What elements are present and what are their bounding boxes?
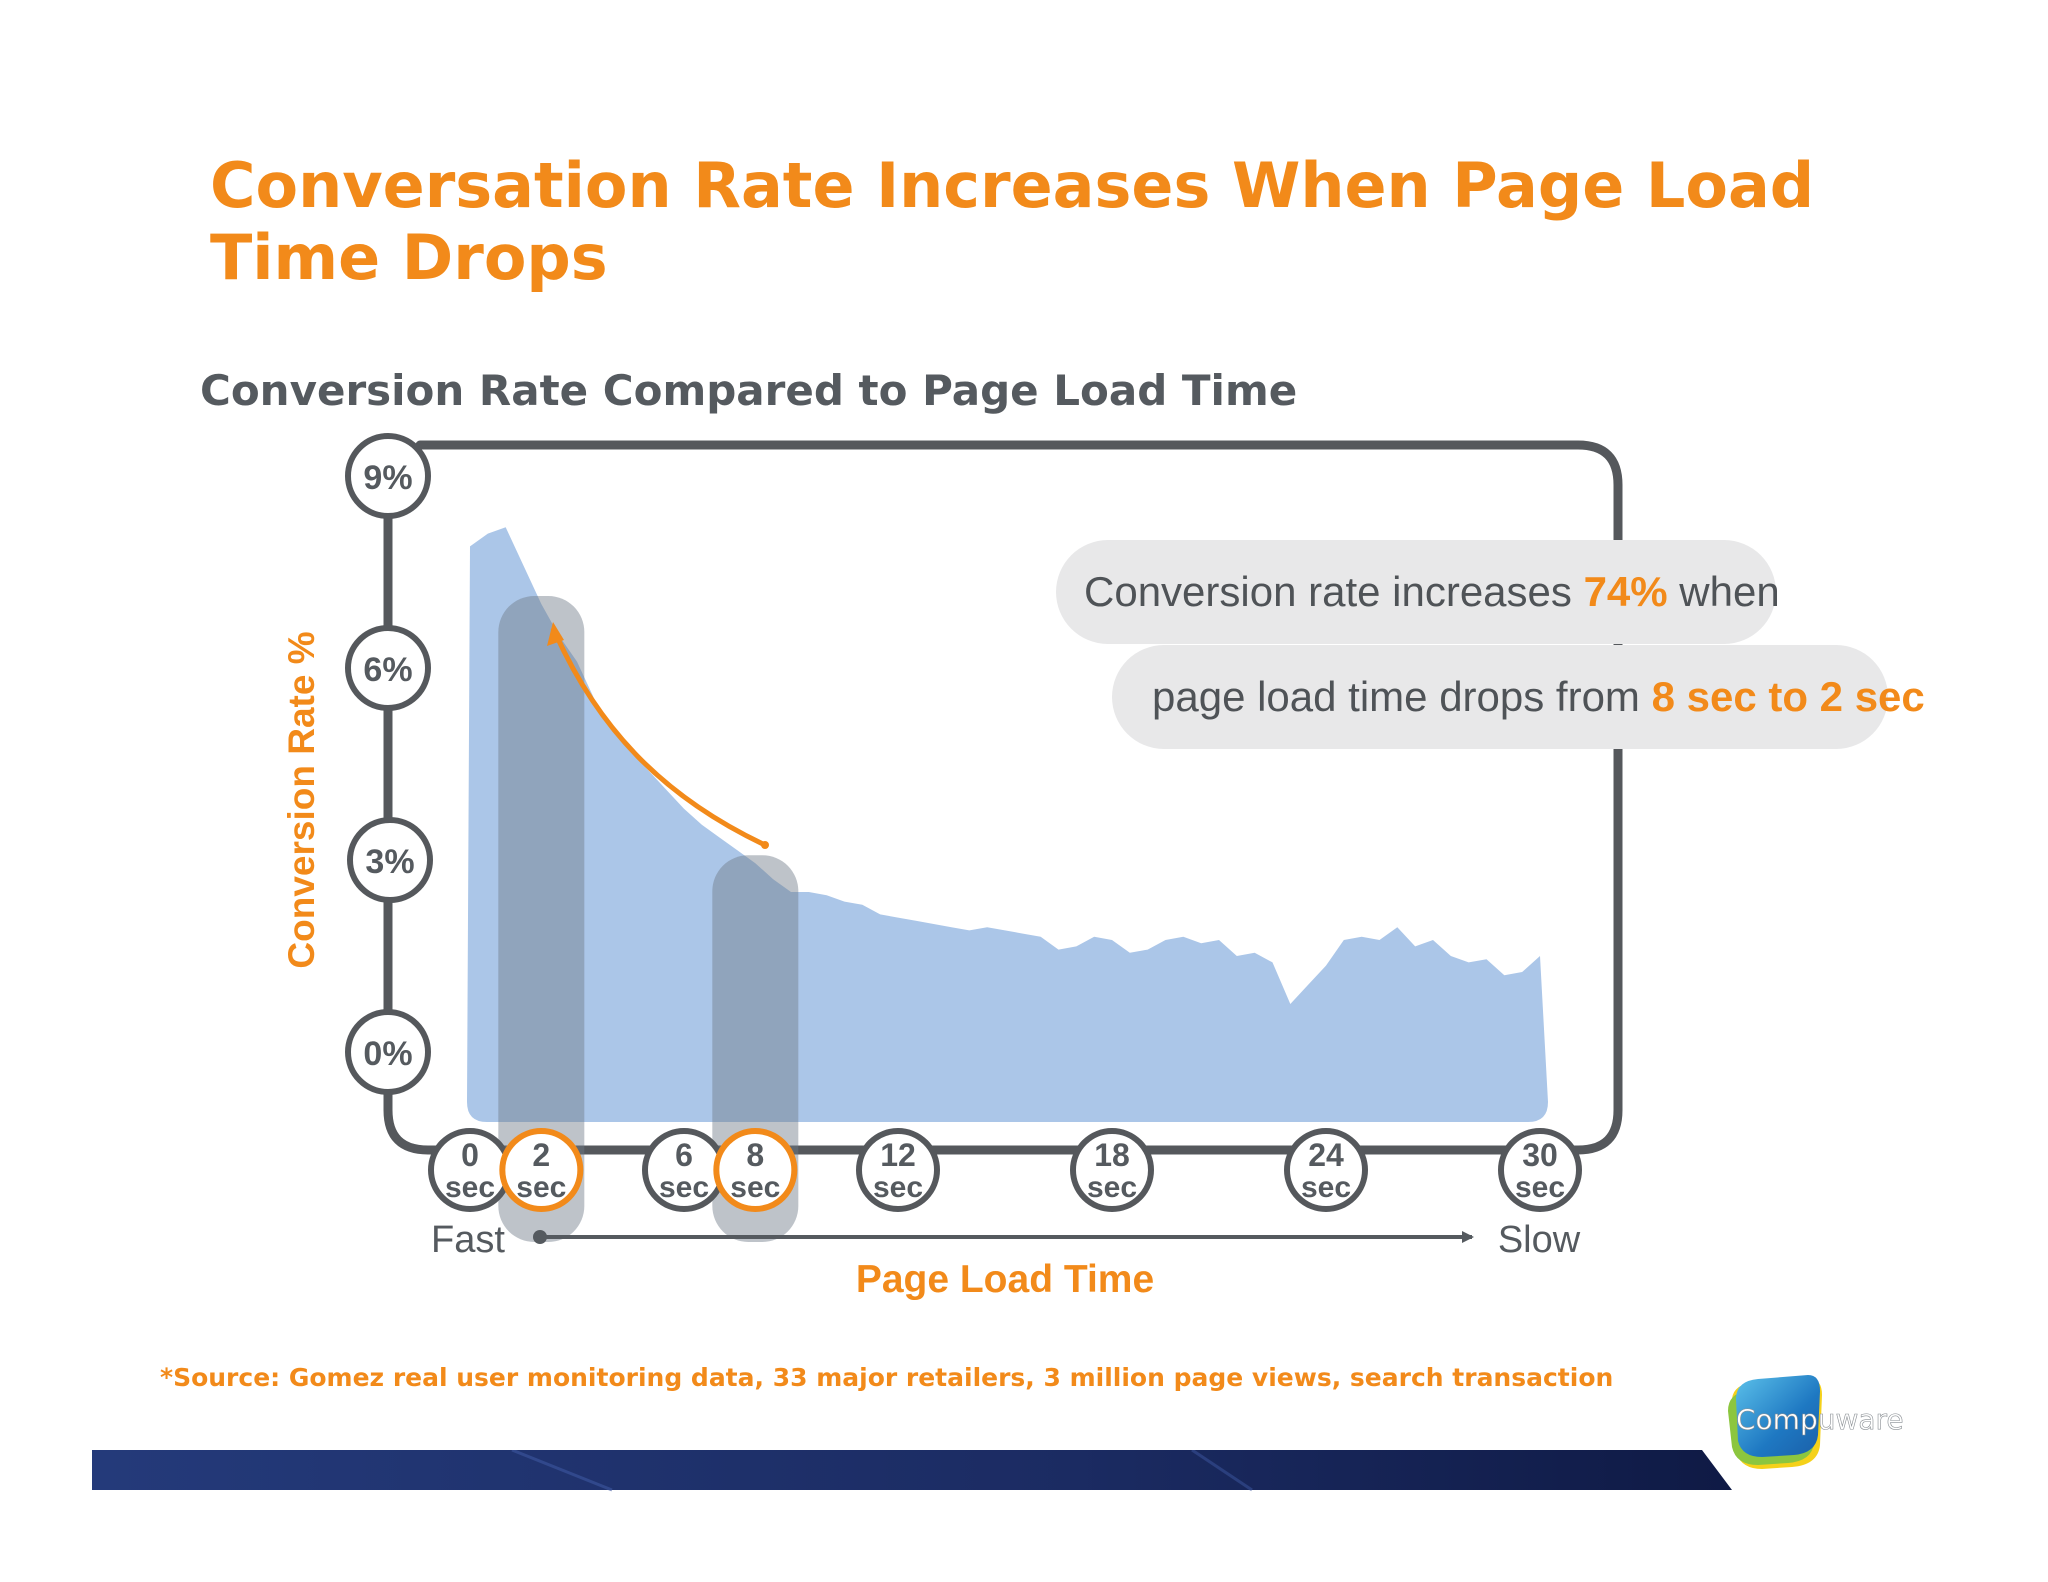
- callout-percent: 74%: [1583, 568, 1668, 615]
- chart-title: Conversion Rate Compared to Page Load Ti…: [200, 366, 1298, 415]
- slide-title: Conversation Rate Increases When Page Lo…: [210, 149, 1815, 294]
- y-tick-circle: [347, 817, 433, 903]
- x-tick-number: 24: [1308, 1137, 1344, 1173]
- callout-line2-pre: page load time drops from: [1152, 673, 1652, 720]
- x-tick-unit: sec: [1087, 1171, 1137, 1204]
- x-tick-number: 0: [461, 1137, 479, 1173]
- callout-line1-pre: Conversion rate increases: [1084, 568, 1584, 615]
- callout-line-2: page load time drops from 8 sec to 2 sec: [1112, 645, 1925, 749]
- footer-band: [92, 1450, 1732, 1492]
- x-axis-label: Page Load Time: [856, 1258, 1154, 1301]
- x-tick-circle: [1498, 1128, 1582, 1212]
- x-tick-number: 30: [1522, 1137, 1558, 1173]
- y-axis-label: Conversion Rate %: [281, 631, 322, 968]
- x-tick-number: 2: [532, 1137, 550, 1173]
- y-tick-label: 3%: [365, 843, 414, 881]
- chart: 0%3%6%9% 0sec2sec6sec8sec12sec18sec24sec…: [281, 433, 1623, 1301]
- x-tick-circle: [713, 1128, 798, 1212]
- logo-text: Compuware: [1736, 1403, 1904, 1436]
- x-tick-unit: sec: [516, 1171, 566, 1204]
- improvement-arrow: [550, 626, 767, 848]
- x-tick-circle: [856, 1128, 940, 1212]
- x-tick-unit: sec: [730, 1171, 780, 1204]
- y-tick-label: 0%: [363, 1035, 412, 1073]
- compuware-logo: Compuware: [1728, 1375, 1904, 1469]
- x-tick-unit: sec: [659, 1171, 709, 1204]
- fast-dot: [533, 1230, 547, 1244]
- x-end-label: Slow: [1498, 1219, 1581, 1261]
- improvement-arrow-head: [547, 622, 564, 646]
- x-tick-unit: sec: [445, 1171, 495, 1204]
- highlight-band-2sec: [498, 596, 585, 1242]
- callout-range: 8 sec to 2 sec: [1651, 673, 1925, 720]
- y-tick-circle: [345, 1009, 431, 1095]
- y-tick-label: 9%: [363, 459, 412, 497]
- x-tick-number: 6: [675, 1137, 693, 1173]
- x-tick-circle: [1070, 1128, 1154, 1212]
- x-tick-circle: [499, 1128, 584, 1212]
- callout-line-1: Conversion rate increases 74% when: [1056, 540, 1780, 644]
- chart-frame: [383, 440, 1623, 1155]
- y-tick-label: 6%: [363, 651, 412, 689]
- x-start-label: Fast: [431, 1219, 505, 1261]
- conversion-area: [467, 527, 1548, 1122]
- y-tick-circle: [345, 625, 431, 711]
- source-note: *Source: Gomez real user monitoring data…: [160, 1363, 1614, 1392]
- improvement-arrow-tail: [761, 841, 769, 849]
- callout-line1-post: when: [1667, 568, 1780, 615]
- logo-blue-shape: [1736, 1375, 1820, 1457]
- y-tick-circle: [345, 433, 431, 519]
- x-tick-unit: sec: [873, 1171, 923, 1204]
- x-tick-number: 8: [746, 1137, 764, 1173]
- x-tick-circle: [1284, 1128, 1368, 1212]
- x-tick-number: 12: [880, 1137, 916, 1173]
- x-tick-unit: sec: [1301, 1171, 1351, 1204]
- x-tick-number: 18: [1094, 1137, 1130, 1173]
- x-tick-unit: sec: [1515, 1171, 1565, 1204]
